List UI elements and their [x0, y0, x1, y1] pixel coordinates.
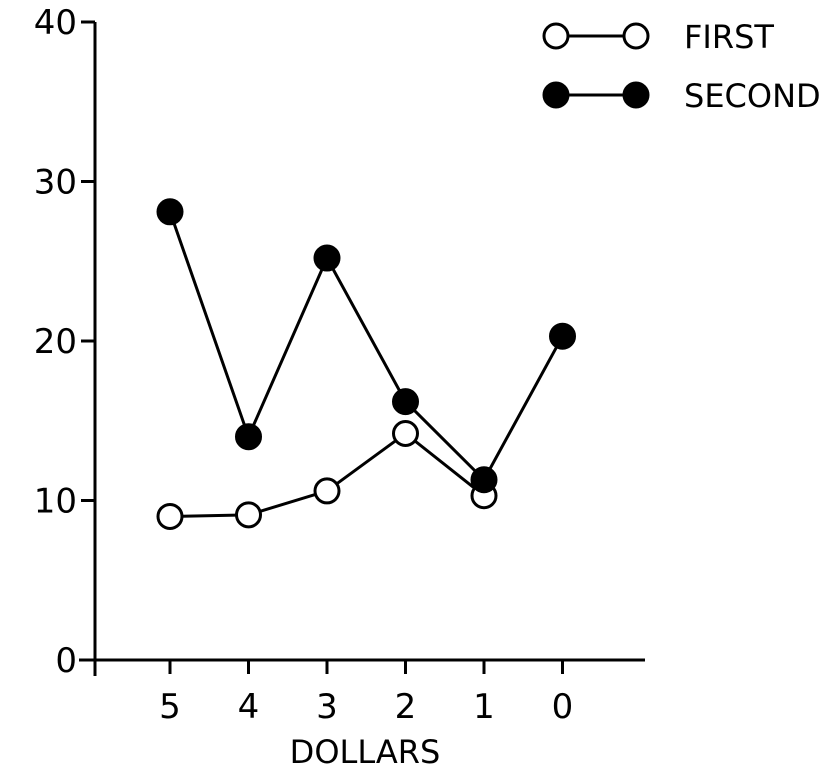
filled-point-second	[549, 322, 576, 350]
filled-point-second	[156, 198, 184, 226]
legend-label-first: FIRST	[684, 18, 774, 56]
legend-label-second: SECOND	[684, 77, 821, 115]
filled-point-second	[313, 244, 341, 272]
x-tick-label: 3	[316, 687, 338, 727]
x-tick-label: 0	[552, 687, 574, 727]
y-tick-label: 40	[34, 3, 77, 43]
x-tick-label: 5	[159, 687, 181, 727]
y-tick-label: 10	[34, 482, 77, 522]
series-line-second	[168, 211, 564, 483]
y-tick-label: 30	[34, 163, 77, 203]
open-point-first	[392, 420, 419, 448]
y-tick-label: 20	[34, 322, 77, 362]
filled-point-second	[392, 388, 419, 416]
open-point-first	[235, 501, 262, 529]
series-layer	[156, 198, 576, 530]
legend: FIRST SECOND	[542, 18, 821, 115]
filled-point-second	[470, 466, 498, 494]
x-tick-label: 2	[395, 687, 417, 727]
y-tick-label: 0	[55, 641, 77, 681]
open-point-first	[156, 502, 184, 530]
x-tick-label: 1	[473, 687, 495, 727]
legend-marker-second	[622, 81, 650, 109]
x-tick-label: 4	[238, 687, 260, 727]
open-point-first	[313, 477, 341, 505]
legend-marker-second	[542, 81, 570, 109]
x-axis-title: DOLLARS	[290, 733, 441, 771]
legend-marker-first	[622, 22, 650, 50]
filled-point-second	[235, 423, 262, 451]
legend-marker-first	[542, 22, 570, 50]
